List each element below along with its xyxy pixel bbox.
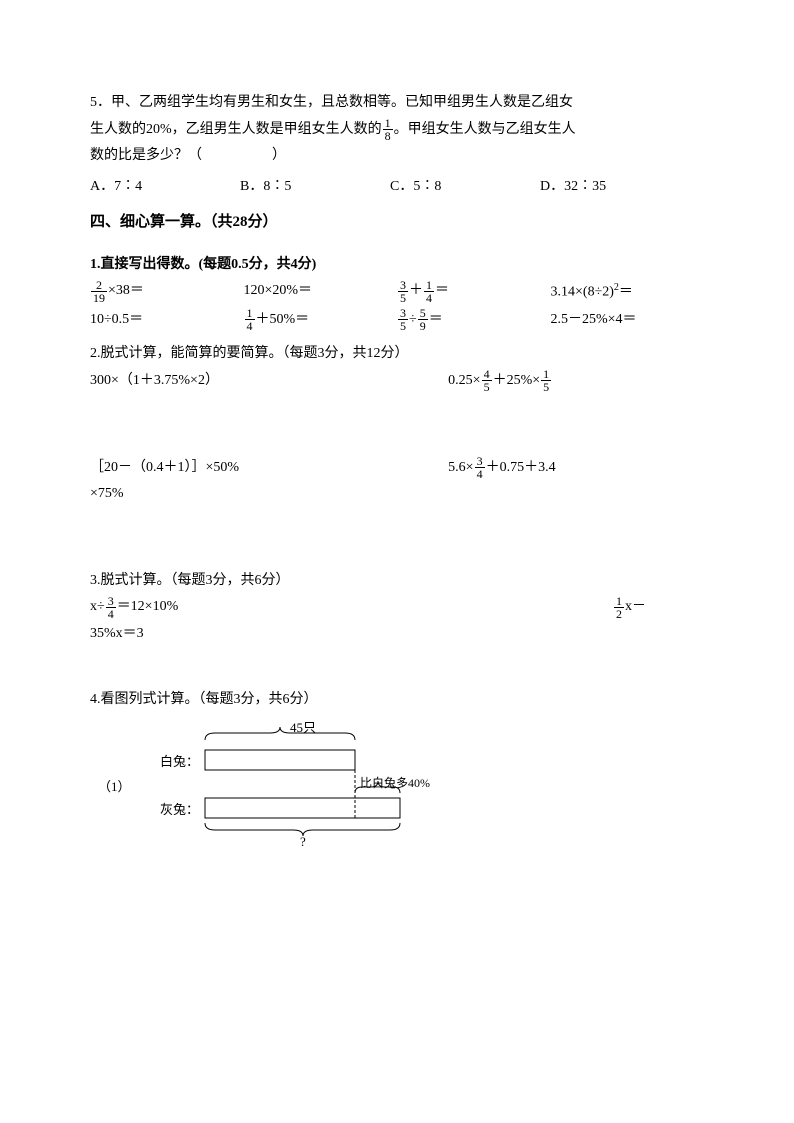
p1-r2-c3: 35÷59＝ [397,307,551,334]
q5-frac-den: 8 [383,130,393,142]
p2-r1-c2: 0.25×45＋25%×15 [448,368,704,395]
frac: 14 [424,279,434,304]
text: ＋0.75＋3.4 [486,460,556,475]
frac: 12 [614,595,624,620]
q5-fraction: 18 [383,117,393,142]
frac-num: 3 [106,595,116,608]
frac-num: 2 [91,279,107,292]
p3-title: 3.脱式计算。（每题3分，共6分） [90,568,704,595]
p3-row1: x÷34＝12×10% 12x－ [90,594,704,621]
q5-line1: 5．甲、乙两组学生均有男生和女生，且总数相等。已知甲组男生人数是乙组女 [90,90,704,117]
frac: 34 [106,595,116,620]
diagram-gray-rabbit: 灰兔： [160,798,199,823]
q5-line2-pre: 生人数的20%，乙组男生人数是甲组女生人数的 [90,122,382,137]
frac-den: 4 [245,320,255,332]
diagram-svg [160,720,500,850]
diagram-qmark: ? [300,830,306,855]
p2-row1: 300×（1＋3.75%×2） 0.25×45＋25%×15 [90,368,704,395]
q5-opt-a: A．7∶4 [90,174,240,201]
p1-r1-c4: 3.14×(8÷2)2＝ [551,278,705,306]
text: ×38＝ [108,283,144,298]
frac-num: 3 [475,455,485,468]
p2-row2: ［20－（0.4＋1）］×50% 5.6×34＋0.75＋3.4 [90,455,704,482]
text: (8÷2) [583,285,614,300]
text: ＝ [429,312,443,327]
p1-r2-c4: 2.5－25%×4＝ [551,307,705,334]
p2-r2-c2: 5.6×34＋0.75＋3.4 [448,455,704,482]
frac-num: 1 [424,279,434,292]
p1-r1-c3: 35＋14＝ [397,278,551,306]
p3-line2: 35%x＝3 [90,621,704,648]
frac-den: 5 [398,320,408,332]
frac-den: 19 [91,292,107,304]
text: ＝ [435,283,449,298]
diagram-white-rabbit: 白兔： [160,750,199,775]
frac-den: 4 [475,468,485,480]
p1-r2-c2: 14＋50%＝ [244,307,398,334]
text: ＝12×10% [117,599,179,614]
frac: 35 [398,307,408,332]
text: ＋25%× [493,373,541,388]
q5-opt-c: C．5∶8 [390,174,540,201]
frac: 45 [482,368,492,393]
p2-title: 2.脱式计算，能简算的要简算。（每题3分，共12分） [90,341,704,368]
p1-r1-c1: 219×38＝ [90,278,244,306]
p3-c1: x÷34＝12×10% [90,594,613,621]
frac-den: 5 [482,381,492,393]
frac: 14 [245,307,255,332]
frac-den: 5 [398,292,408,304]
q5-line3: 数的比是多少？（ ） [90,143,704,170]
p1-title: 1.直接写出得数。(每题0.5分，共4分) [90,252,704,279]
q5-line2: 生人数的20%，乙组男生人数是甲组女生人数的18。甲组女生人数与乙组女生人 [90,117,704,144]
diagram-more-label: 比白兔多40% [360,772,430,795]
brace-top [205,727,355,740]
p2-r2-c1: ［20－（0.4＋1）］×50% [90,455,448,482]
q5-options: A．7∶4 B．8∶5 C．5∶8 D．32∶35 [90,174,704,201]
q5-frac-num: 1 [383,117,393,130]
text: ＋50%＝ [256,312,310,327]
p1-r1-c2: 120×20%＝ [244,278,398,306]
white-rabbit-bar [205,750,355,770]
frac: 59 [418,307,428,332]
frac: 15 [541,368,551,393]
text: x÷ [90,599,105,614]
p4-title: 4.看图列式计算。（每题3分，共6分） [90,687,704,714]
p1-row2: 10÷0.5＝ 14＋50%＝ 35÷59＝ 2.5－25%×4＝ [90,307,704,334]
frac-den: 5 [541,381,551,393]
frac: 35 [398,279,408,304]
text: ÷ [409,312,417,327]
p1-row1: 219×38＝ 120×20%＝ 35＋14＝ 3.14×(8÷2)2＝ [90,278,704,306]
q5-opt-b: B．8∶5 [240,174,390,201]
frac-den: 4 [106,608,116,620]
text: ＋ [409,283,423,298]
text: 3.14× [551,285,583,300]
q5-line2-post: 。甲组女生人数与乙组女生人 [394,122,576,137]
frac-den: 2 [614,608,624,620]
text: 0.25× [448,373,480,388]
p1-r1-c1-frac: 219 [91,279,107,304]
p3-c2: 12x－ [613,594,704,621]
frac-den: 4 [424,292,434,304]
frac: 34 [475,455,485,480]
section4-title: 四、细心算一算。（共28分） [90,208,704,237]
p2-r2-c1b: ×75% [90,481,704,508]
text: x－ [625,599,646,614]
p2-r1-c1: 300×（1＋3.75%×2） [90,368,448,395]
diagram-top-label: 45只 [290,716,316,741]
text: 5.6× [448,460,473,475]
text: ＝ [619,285,633,300]
diagram-index: （1） [98,775,131,800]
frac-num: 1 [614,595,624,608]
gray-rabbit-bar [205,798,400,818]
p1-r2-c1: 10÷0.5＝ [90,307,244,334]
frac-den: 9 [418,320,428,332]
p4-diagram: 45只 （1） 白兔： 灰兔： 比白兔多40% ? [160,720,500,850]
q5-opt-d: D．32∶35 [540,174,690,201]
frac-num: 3 [398,279,408,292]
